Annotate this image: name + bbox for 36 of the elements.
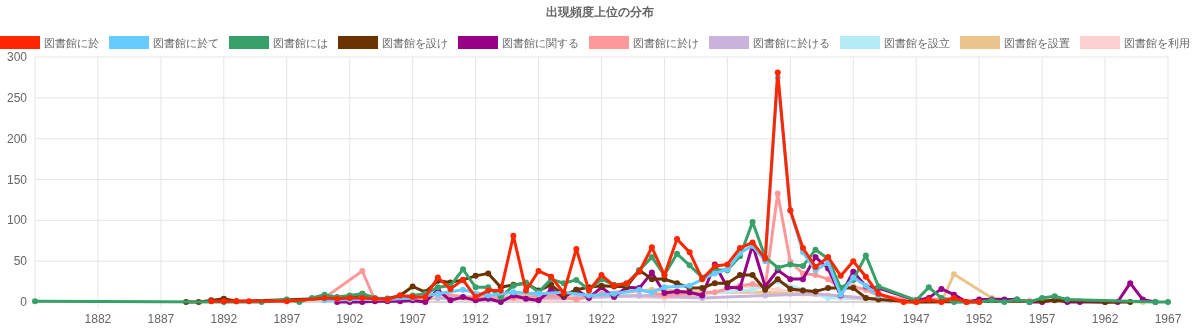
legend-label: 図書館に於て: [153, 37, 219, 49]
legend-label: 図書館に関する: [502, 37, 579, 50]
x-tick-label: 1962: [1091, 312, 1119, 326]
y-tick-label: 100: [6, 213, 28, 228]
legend-label: 図書館に於: [44, 37, 99, 49]
x-tick-label: 1912: [462, 312, 490, 326]
y-tick-label: 250: [6, 90, 28, 105]
x-tick-label: 1897: [273, 312, 301, 326]
chart-title: 出現頻度上位の分布: [546, 5, 654, 19]
legend-label: 図書館に於ける: [753, 37, 830, 50]
x-tick-label: 1887: [147, 312, 175, 326]
legend-label: 図書館に於け: [633, 37, 699, 50]
x-tick-label: 1902: [336, 312, 364, 326]
x-tick-label: 1957: [1028, 312, 1056, 326]
x-tick-label: 1937: [776, 312, 804, 326]
x-tick-label: 1942: [839, 312, 867, 326]
x-tick-label: 1932: [714, 312, 742, 326]
x-tick-label: 1967: [1154, 312, 1182, 326]
legend-label: 図書館を設け: [382, 37, 448, 50]
x-tick-label: 1892: [210, 312, 238, 326]
legend-label: 図書館には: [273, 37, 328, 49]
x-tick-label: 1947: [902, 312, 930, 326]
x-tick-label: 1882: [84, 312, 112, 326]
x-tick-label: 1922: [588, 312, 616, 326]
legend-label: 図書館を設立: [884, 37, 950, 49]
x-tick-label: 1952: [965, 312, 993, 326]
y-tick-label: 200: [6, 131, 28, 146]
legend-label: 図書館を設置: [1004, 37, 1070, 49]
x-tick-label: 1907: [399, 312, 427, 326]
legend-label: 図書館を利用: [1124, 37, 1190, 49]
y-tick-label: 150: [6, 172, 28, 187]
x-tick-label: 1927: [651, 312, 679, 326]
x-tick-label: 1917: [525, 312, 553, 326]
y-tick-label: 300: [6, 50, 28, 64]
y-tick-label: 50: [13, 254, 28, 269]
y-tick-label: 0: [20, 295, 28, 309]
